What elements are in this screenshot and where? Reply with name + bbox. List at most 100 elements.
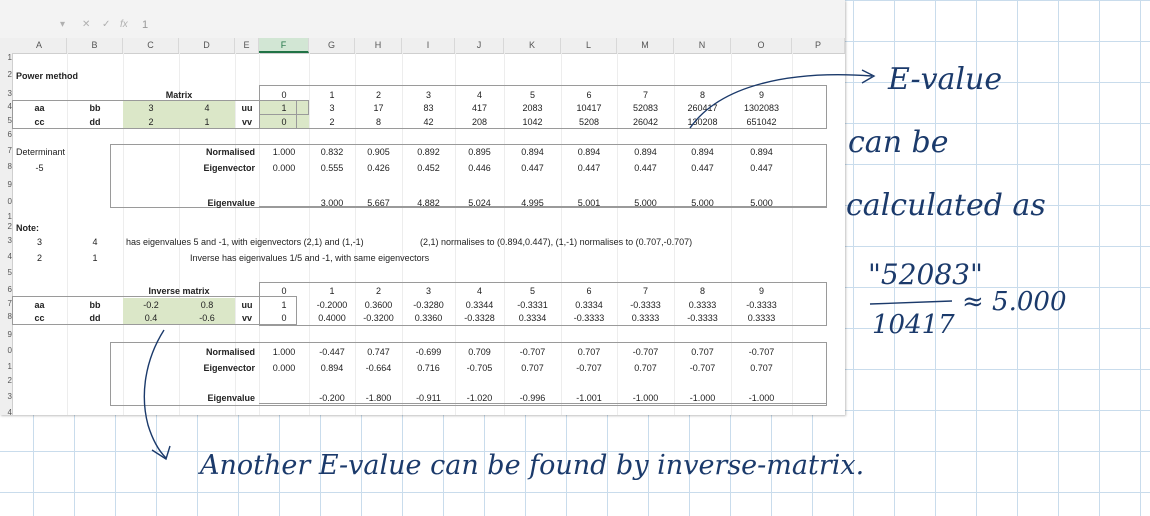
formula-value[interactable]: 1 — [142, 19, 149, 31]
cancel-icon[interactable]: ✕ — [82, 19, 91, 30]
normalised-value[interactable]: 0.894 — [750, 147, 773, 157]
iterate-value[interactable]: 0.4000 — [318, 313, 346, 323]
eigenvalue-value[interactable]: -0.996 — [519, 393, 546, 403]
row-header[interactable]: 7 — [7, 299, 12, 308]
matrix-header[interactable]: Matrix — [165, 90, 193, 100]
iterate-value[interactable]: 0.3334 — [575, 300, 603, 310]
normalised-value[interactable]: 1.000 — [272, 147, 296, 157]
note-text[interactable]: (2,1) normalises to (0.894,0.447), (1,-1… — [420, 237, 693, 247]
row-header[interactable]: 9 — [7, 330, 12, 339]
normalised-value[interactable]: 0.747 — [367, 347, 390, 357]
eigenvalue-value[interactable]: -1.000 — [748, 393, 775, 403]
matrix-entry[interactable]: 1 — [204, 117, 210, 127]
eigenvalue-value[interactable]: -1.020 — [466, 393, 493, 403]
column-header-l[interactable]: L — [561, 38, 617, 53]
normalised-value[interactable]: 0.832 — [320, 147, 344, 157]
inverse-entry[interactable]: -0.6 — [199, 313, 215, 323]
iterate-value[interactable]: 5208 — [578, 117, 600, 127]
iterate-value[interactable]: 208 — [471, 117, 488, 127]
column-header-c[interactable]: C — [123, 38, 179, 53]
column-header-b[interactable]: B — [67, 38, 123, 53]
matrix-label[interactable]: cc — [34, 313, 45, 323]
eigenvalue-value[interactable]: -0.200 — [319, 393, 345, 403]
iterate-value[interactable]: -0.2000 — [316, 300, 348, 310]
iterate-value[interactable]: 0 — [281, 313, 287, 323]
matrix-entry[interactable]: 4 — [204, 103, 210, 113]
iterate-value[interactable]: 0.3360 — [414, 313, 443, 323]
iteration-index[interactable]: 5 — [529, 90, 535, 100]
iterate-value[interactable]: 130208 — [687, 117, 718, 127]
eigenvalue-value[interactable]: 5.000 — [634, 198, 657, 208]
iteration-index[interactable]: 9 — [758, 90, 764, 100]
eigenvector-value[interactable]: 0.447 — [577, 163, 601, 173]
row-header[interactable]: 2 — [7, 70, 12, 79]
note-matrix-entry[interactable]: 4 — [92, 237, 98, 247]
row-header[interactable]: 1 — [7, 53, 12, 62]
iterate-value[interactable]: 260417 — [687, 103, 718, 113]
row-header[interactable]: 6 — [7, 130, 12, 139]
function-icon[interactable]: fx — [120, 19, 128, 30]
normalised-value[interactable]: 0.894 — [577, 147, 601, 157]
row-header[interactable]: 1 — [7, 212, 12, 221]
eigenvalue-value[interactable]: 5.024 — [468, 198, 491, 208]
eigenvector-value[interactable]: 0.426 — [367, 163, 390, 173]
normalised-value[interactable]: 0.892 — [417, 147, 440, 157]
eigenvector-value[interactable]: 0.555 — [320, 163, 344, 173]
eigenvalue-value[interactable]: -1.000 — [632, 393, 659, 403]
iteration-index[interactable]: 8 — [699, 90, 705, 100]
vector-label[interactable]: vv — [241, 117, 252, 127]
normalised-value[interactable]: -0.707 — [632, 347, 659, 357]
note-matrix-entry[interactable]: 3 — [36, 237, 42, 247]
iteration-index[interactable]: 4 — [476, 286, 482, 296]
matrix-label[interactable]: bb — [89, 103, 101, 113]
eigenvalue-value[interactable]: 5.000 — [750, 198, 773, 208]
eigenvector-value[interactable]: 0.447 — [750, 163, 773, 173]
iterate-value[interactable]: 0 — [281, 117, 287, 127]
iterate-value[interactable]: 1 — [281, 300, 287, 310]
matrix-entry[interactable]: 3 — [148, 103, 154, 113]
eigenvalue-value[interactable]: 4.882 — [417, 198, 440, 208]
matrix-label[interactable]: aa — [34, 300, 45, 310]
iterate-value[interactable]: 0.3333 — [747, 313, 776, 323]
iterate-value[interactable]: 0.3333 — [631, 313, 660, 323]
iteration-index[interactable]: 1 — [329, 286, 335, 296]
iterate-value[interactable]: 83 — [423, 103, 434, 113]
row-header[interactable]: 3 — [7, 392, 12, 401]
matrix-label[interactable]: dd — [89, 117, 101, 127]
row-header[interactable]: 4 — [7, 408, 12, 415]
iteration-index[interactable]: 0 — [281, 286, 287, 296]
eigenvalue-value[interactable]: -0.911 — [416, 393, 441, 403]
iterate-value[interactable]: 2083 — [522, 103, 543, 113]
row-header[interactable]: 8 — [7, 312, 12, 321]
dropdown-icon[interactable]: ▾ — [60, 19, 66, 30]
eigenvector-value[interactable]: -0.705 — [466, 363, 493, 373]
iterate-value[interactable]: -0.3331 — [517, 300, 548, 310]
row-header[interactable]: 4 — [7, 252, 12, 261]
eigenvector-label[interactable]: Eigenvector — [203, 163, 255, 173]
iterate-value[interactable]: 0.3333 — [688, 300, 717, 310]
matrix-label[interactable]: cc — [34, 117, 45, 127]
eigenvector-value[interactable]: -0.707 — [689, 363, 716, 373]
iteration-index[interactable]: 3 — [425, 286, 431, 296]
iterate-value[interactable]: 52083 — [632, 103, 659, 113]
iteration-index[interactable]: 3 — [425, 90, 431, 100]
normalised-value[interactable]: 0.709 — [468, 347, 491, 357]
iterate-value[interactable]: 1302083 — [743, 103, 780, 113]
eigenvalue-value[interactable]: 3.000 — [320, 198, 344, 208]
iterate-value[interactable]: -0.3200 — [363, 313, 394, 323]
inverse-header[interactable]: Inverse matrix — [148, 286, 210, 296]
iterate-value[interactable]: 10417 — [576, 103, 602, 113]
normalised-value[interactable]: 0.894 — [521, 147, 544, 157]
eigenvector-label[interactable]: Eigenvector — [203, 363, 255, 373]
iterate-value[interactable]: 1042 — [522, 117, 543, 127]
normalised-value[interactable]: -0.699 — [415, 347, 442, 357]
note-text[interactable]: has eigenvalues 5 and -1, with eigenvect… — [126, 237, 364, 247]
eigenvector-value[interactable]: 0.707 — [521, 363, 544, 373]
eigenvector-value[interactable]: 0.716 — [417, 363, 440, 373]
iterate-value[interactable]: 0.3600 — [364, 300, 393, 310]
confirm-icon[interactable]: ✓ — [102, 19, 111, 30]
eigenvector-value[interactable]: -0.707 — [576, 363, 602, 373]
column-header-a[interactable]: A — [12, 38, 67, 53]
inverse-entry[interactable]: 0.4 — [144, 313, 158, 323]
column-header-p[interactable]: P — [792, 38, 845, 53]
